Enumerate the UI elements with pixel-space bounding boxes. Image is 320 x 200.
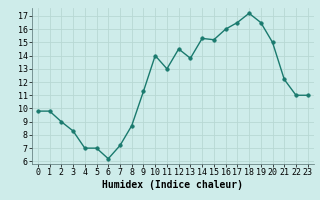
- X-axis label: Humidex (Indice chaleur): Humidex (Indice chaleur): [102, 180, 243, 190]
